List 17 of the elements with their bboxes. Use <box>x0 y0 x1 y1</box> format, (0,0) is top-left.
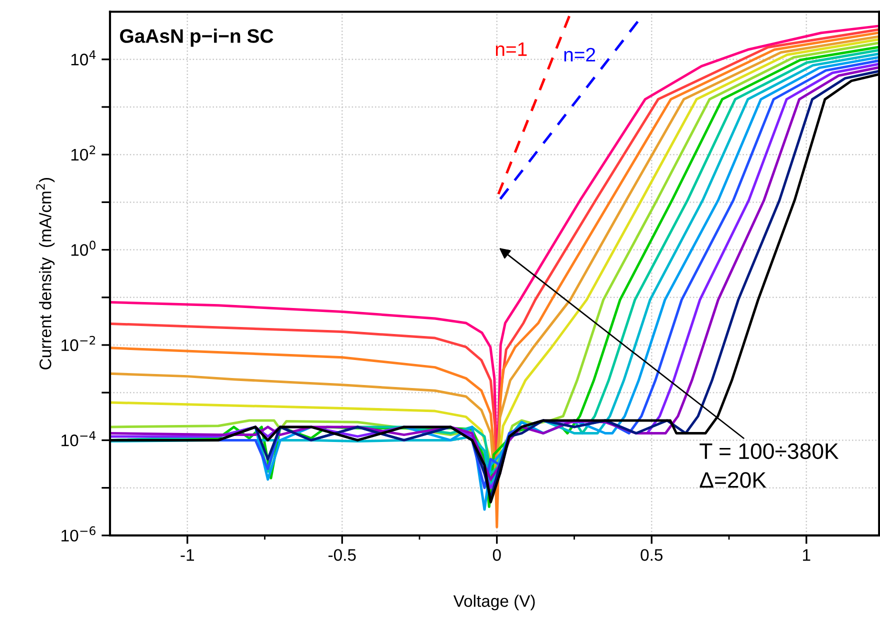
y-axis-title: Current density (mA/cm$^{2}$) <box>36 178 55 370</box>
x-tick-label: 0 <box>492 549 501 561</box>
y-tick-label: 10$^{−4}$ <box>62 431 96 446</box>
y-tick-label: 10$^{2}$ <box>71 145 96 161</box>
series-label: n=2 <box>564 48 596 62</box>
series-label: n=1 <box>496 42 527 56</box>
y-tick-label: 10$^{0}$ <box>71 240 96 256</box>
y-tick-label: 10$^{4}$ <box>71 50 96 66</box>
x-tick-label: 0.5 <box>640 549 663 561</box>
x-tick-label: -1 <box>180 549 194 561</box>
x-tick-label: 1 <box>803 549 810 561</box>
x-tick-label: -0.5 <box>328 549 356 561</box>
y-tick-label: 10$^{−2}$ <box>62 336 96 352</box>
y-tick-label: 10$^{−6}$ <box>62 526 96 542</box>
x-axis-title: Voltage (V) <box>453 594 535 610</box>
annotation: T = 100÷380K Δ=20K <box>700 443 839 488</box>
text: GaAsN p−i−n SC <box>120 28 274 47</box>
